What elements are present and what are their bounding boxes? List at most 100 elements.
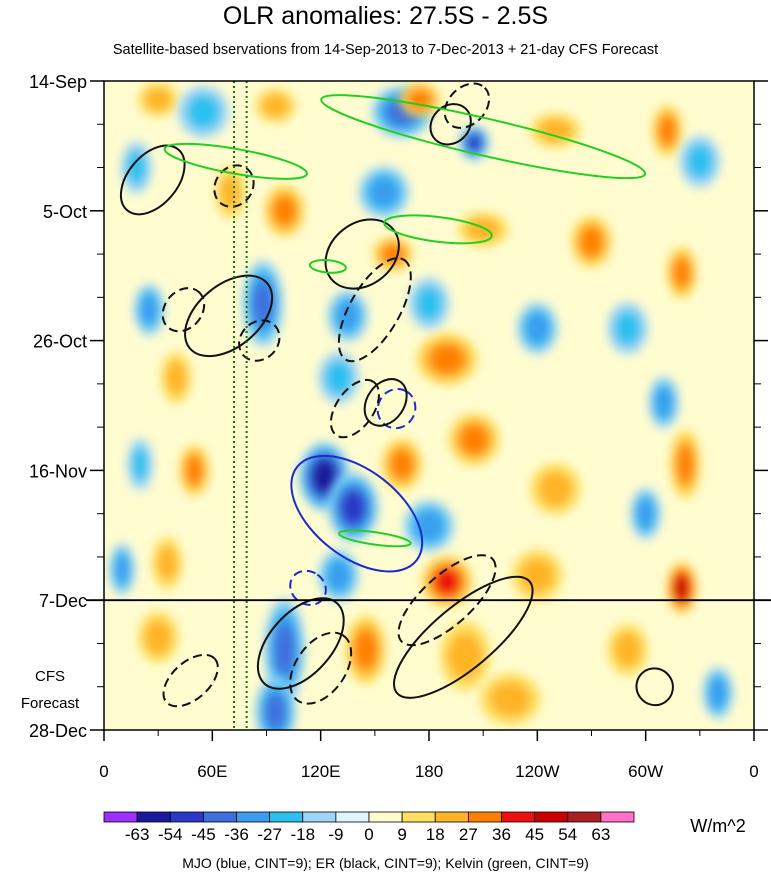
forecast-label-line-2: Forecast: [21, 695, 80, 712]
colorbar-label: 27: [459, 825, 478, 844]
anomaly-blob: [255, 676, 296, 730]
x-tick-label: 0: [99, 762, 108, 781]
y-tick-label: 28-Dec: [29, 721, 87, 741]
anomaly-level: [676, 444, 694, 484]
anomaly-blob: [264, 184, 305, 237]
er-contour: [256, 597, 345, 690]
colorbar-label: 18: [426, 825, 445, 844]
anomaly-blob: [517, 302, 558, 355]
er-contour: [162, 653, 219, 708]
er-contour: [238, 319, 281, 362]
anomaly-level: [336, 301, 360, 331]
anomaly-blob: [345, 615, 387, 685]
anomaly-blob: [133, 283, 165, 336]
x-tick-label: 180: [415, 762, 443, 781]
anomaly-level: [658, 115, 676, 146]
y-tick-label: 16-Nov: [29, 461, 87, 481]
colorbar-swatch: [467, 811, 502, 823]
anomaly-level: [369, 177, 399, 207]
colorbar-swatch: [269, 811, 304, 823]
anomaly-blob: [179, 444, 210, 497]
anomaly-blob: [121, 141, 152, 194]
anomaly-level: [341, 490, 366, 525]
anomaly-blob: [403, 500, 455, 552]
anomaly-blob: [679, 135, 721, 188]
anomaly-level: [131, 446, 149, 482]
anomaly-level: [655, 387, 673, 418]
anomaly-blob: [327, 472, 379, 543]
anomaly-level: [261, 94, 290, 118]
anomaly-blob: [666, 561, 697, 614]
anomaly-level: [525, 313, 549, 343]
colorbar-label: -45: [191, 825, 216, 844]
er-contour: [289, 631, 353, 705]
anomaly-level: [274, 623, 295, 677]
er-contour: [184, 274, 274, 358]
anomaly-level: [538, 118, 573, 143]
anomaly-level: [466, 217, 501, 242]
anomaly-level: [637, 498, 655, 529]
anomaly-level: [415, 285, 443, 322]
anomaly-blob: [702, 666, 734, 719]
er-contour: [324, 218, 400, 290]
anomaly-level: [325, 360, 353, 396]
anomaly-blob: [137, 611, 179, 664]
anomaly-level: [448, 632, 483, 680]
anomaly-level: [186, 94, 221, 130]
anomaly-level: [674, 575, 690, 601]
olr-anomaly-field: [109, 82, 734, 730]
colorbar-label: 9: [397, 825, 406, 844]
anomaly-level: [613, 632, 642, 668]
anomaly-blob: [607, 302, 648, 355]
anomaly-level: [686, 143, 714, 179]
colorbar-swatch: [534, 811, 569, 823]
anomaly-level: [538, 471, 573, 507]
colorbar-label: -27: [257, 825, 282, 844]
er-contour: [119, 144, 186, 216]
colorbar-label: -9: [328, 825, 343, 844]
forecast-label-line-1: CFS: [35, 668, 65, 685]
anomaly-level: [673, 257, 691, 288]
anomaly-blob: [109, 543, 135, 596]
colorbar-label: -18: [290, 825, 315, 844]
mjo-contour: [289, 569, 327, 606]
colorbar-label: -63: [125, 825, 150, 844]
anomaly-blob: [327, 289, 368, 342]
kelvin-contour: [163, 142, 308, 180]
anomaly-blob: [408, 277, 450, 330]
wave-contours: [119, 82, 674, 708]
anomaly-level: [185, 455, 203, 486]
anomaly-level: [429, 344, 465, 374]
plot-background: [104, 81, 754, 730]
er-contour: [161, 287, 206, 333]
colorbar-swatch: [236, 811, 271, 823]
er-contour: [329, 378, 381, 439]
anomaly-blob: [178, 85, 229, 138]
er-contour: [635, 667, 674, 707]
colorbar-label: 36: [492, 825, 511, 844]
er-contour: [337, 257, 412, 363]
anomaly-blob: [630, 487, 661, 540]
colorbar-label: -36: [224, 825, 249, 844]
anomaly-level: [144, 87, 172, 112]
anomaly-blob: [358, 166, 410, 219]
anomaly-blob: [152, 537, 183, 590]
anomaly-blob: [137, 82, 179, 117]
anomaly-blob: [242, 260, 284, 347]
colorbar-label: -54: [158, 825, 183, 844]
kelvin-contour: [320, 94, 647, 180]
x-tick-label: 120E: [301, 762, 341, 781]
anomaly-level: [709, 678, 727, 708]
y-tick-label: 14-Sep: [29, 72, 87, 92]
anomaly-blob: [318, 549, 359, 602]
anomaly-level: [613, 310, 642, 346]
anomaly-blob: [127, 438, 153, 491]
anomaly-level: [114, 554, 130, 585]
anomaly-level: [390, 449, 414, 479]
anomaly-blob: [381, 438, 423, 491]
colorbar-unit: W/m^2: [690, 816, 745, 836]
x-tick-label: 0: [749, 762, 758, 781]
anomaly-level: [489, 681, 531, 717]
x-tick-label: 60E: [197, 762, 227, 781]
